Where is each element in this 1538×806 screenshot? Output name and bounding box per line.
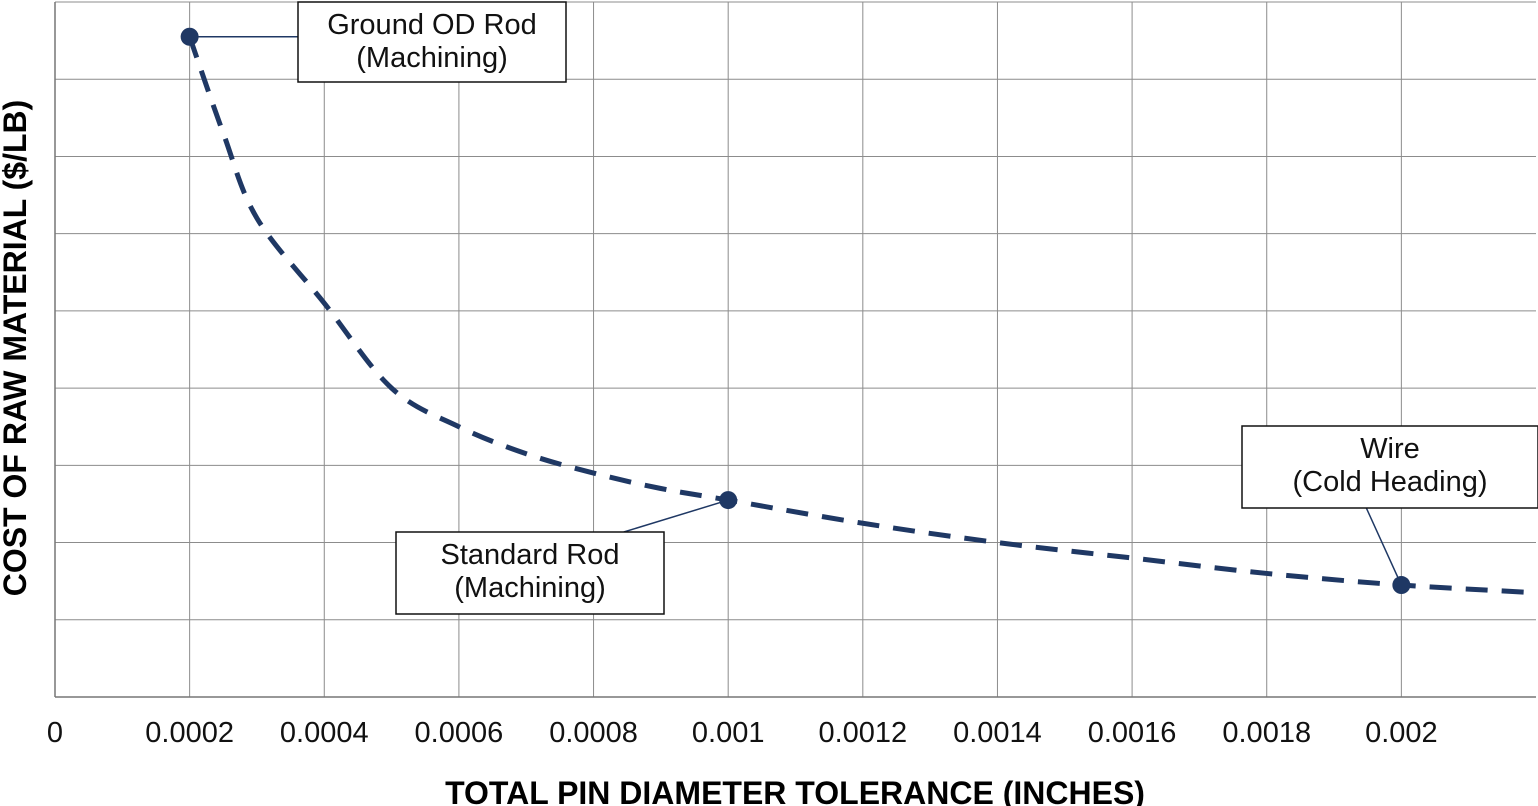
- x-tick-labels: 0 0.0002 0.0004 0.0006 0.0008 0.001 0.0012 0.00…: [47, 717, 1438, 749]
- x-tick-label-0: 0: [47, 717, 63, 749]
- callout-label-1-0: Standard Rod: [441, 539, 620, 571]
- callout-label-2-1: (Cold Heading): [1292, 466, 1487, 498]
- callout-box-2: [1241, 425, 1538, 509]
- x-tick-label-8: 0.0016: [1088, 717, 1177, 749]
- callout-leader-line-2: [1365, 507, 1403, 586]
- x-tick-label-10: 0.002: [1365, 717, 1438, 749]
- callouts: Ground OD Rod(Machining)Standard Rod(Mac…: [189, 1, 1538, 615]
- y-axis-title: COST OF RAW MATERIAL ($/LB): [0, 100, 33, 597]
- callout-box-1: [395, 531, 665, 615]
- data-point-2: [1392, 576, 1411, 595]
- axes: [54, 2, 1536, 698]
- x-tick-label-6: 0.0012: [818, 717, 907, 749]
- x-axis-title: TOTAL PIN DIAMETER TOLERANCE (INCHES): [445, 775, 1145, 806]
- data-point-1: [719, 491, 738, 510]
- x-tick-label-7: 0.0014: [953, 717, 1042, 749]
- x-tick-label-2: 0.0004: [280, 717, 369, 749]
- callout-label-1-1: (Machining): [454, 572, 606, 604]
- x-tick-label-4: 0.0008: [549, 717, 638, 749]
- data-point-0: [180, 27, 199, 46]
- x-tick-label-9: 0.0018: [1222, 717, 1311, 749]
- x-tick-label-3: 0.0006: [415, 717, 504, 749]
- callout-label-0-0: Ground OD Rod: [327, 9, 537, 41]
- callout-label-2-0: Wire: [1360, 433, 1420, 465]
- x-tick-label-5: 0.001: [692, 717, 765, 749]
- data-points: [180, 27, 1411, 595]
- callout-label-0-1: (Machining): [356, 42, 508, 74]
- callout-leader-line-1: [623, 499, 729, 533]
- callout-box-0: [297, 1, 567, 83]
- series-line: [187, 35, 1537, 596]
- x-tick-label-1: 0.0002: [145, 717, 234, 749]
- grid: [55, 1, 1536, 697]
